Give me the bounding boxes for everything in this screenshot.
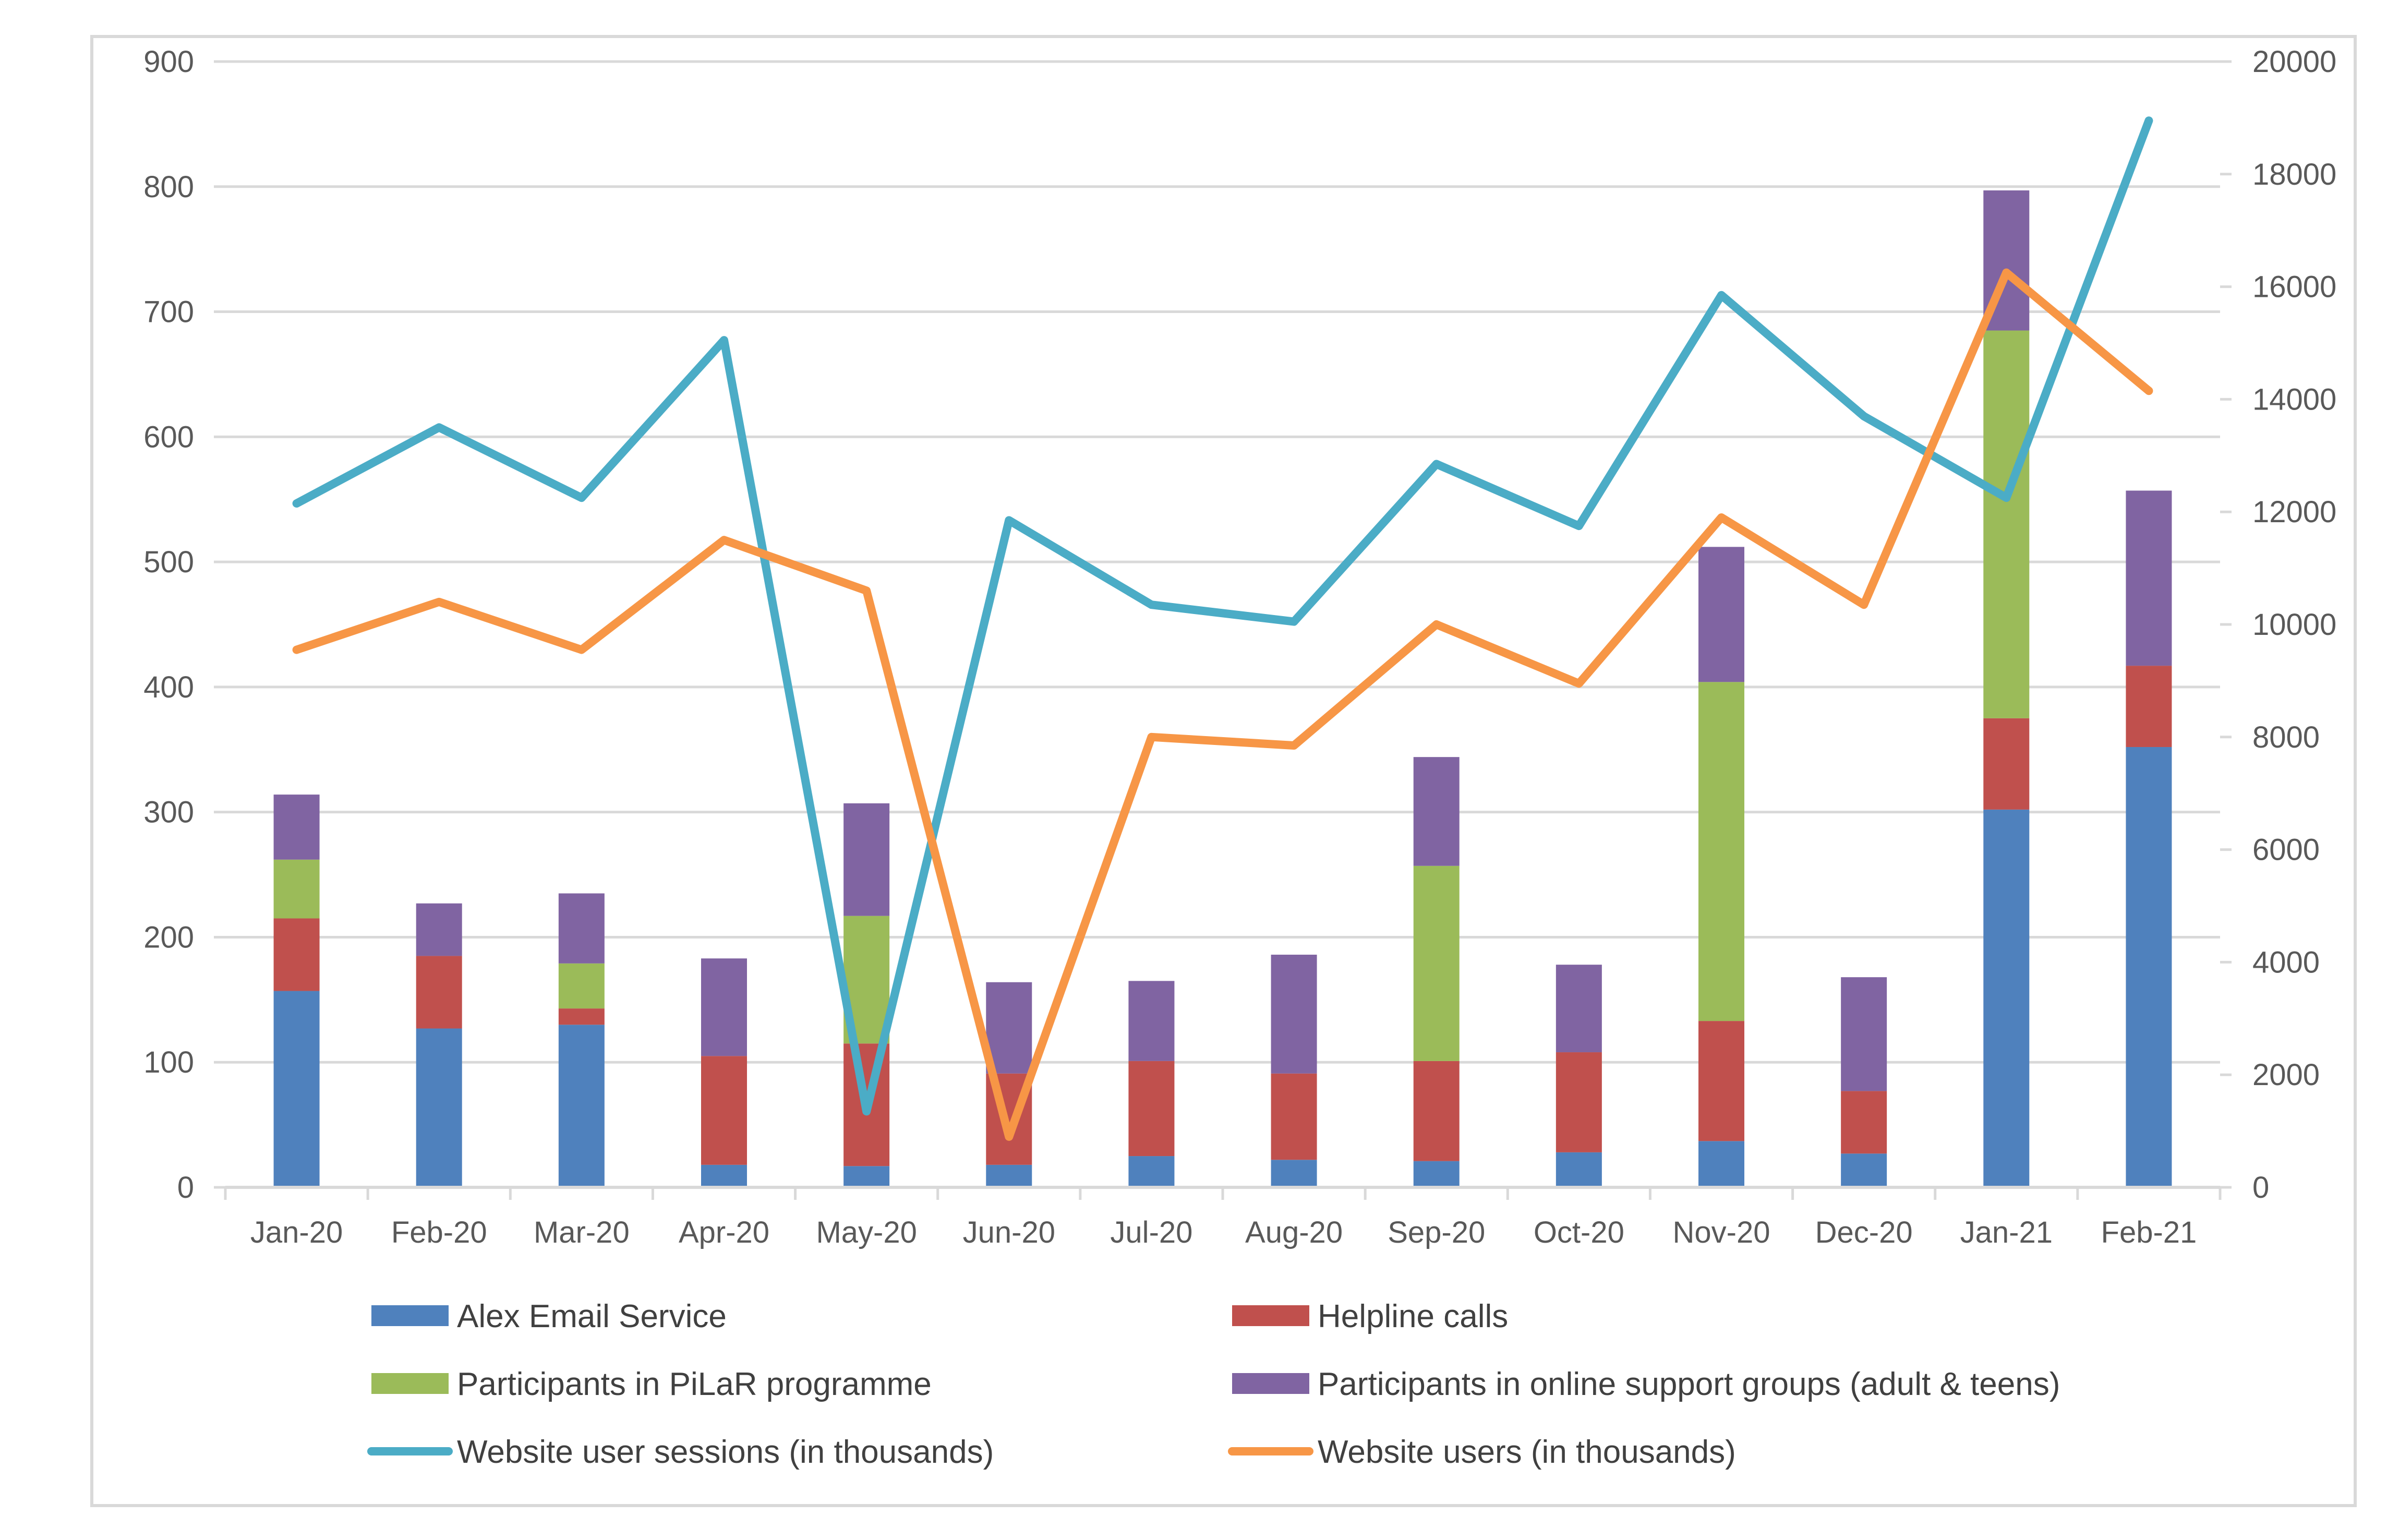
y-right-tick-label: 2000 [2252,1058,2320,1092]
bar-participants-in-online-support-groups-adult-teens [273,795,320,860]
axes: 0 100 200 300 400 500 600 700 800 900 0 2000 4000 600… [143,45,2336,1249]
y-right-tick-label: 16000 [2252,270,2336,304]
bar-participants-in-online-support-groups-adult-teens [416,903,462,956]
bar-participants-in-online-support-groups-adult-teens [986,982,1032,1074]
bar-alex-email-service [986,1164,1032,1187]
bar-alex-email-service [1271,1160,1317,1187]
x-tick-label: Oct-20 [1534,1216,1624,1249]
legend-swatch-helpline-calls [1232,1305,1309,1326]
bar-alex-email-service [1983,809,2030,1187]
y-right-tick-label: 20000 [2252,45,2336,79]
bar-alex-email-service [1128,1156,1175,1187]
bar-participants-in-pilar-programme [1698,682,1744,1021]
y-left-tick-label: 200 [143,920,194,954]
bar-alex-email-service [2126,747,2172,1187]
bar-participants-in-online-support-groups-adult-teens [1556,965,1602,1053]
bar-alex-email-service [1698,1141,1744,1187]
x-tick-label: Jan-20 [250,1216,343,1249]
y-left-tick-label: 0 [177,1171,194,1205]
y-left-tick-label: 600 [143,420,194,454]
x-tick-label: Dec-20 [1815,1216,1913,1249]
legend-label: Website users (in thousands) [1318,1434,1736,1470]
bar-alex-email-service [416,1028,462,1187]
bar-helpline-calls [701,1056,747,1165]
y-right-tick-label: 6000 [2252,833,2320,867]
y-right-tick-label: 0 [2252,1171,2269,1205]
x-tick-label: Feb-21 [2101,1216,2197,1249]
y-left-tick-label: 300 [143,796,194,829]
legend-label: Website user sessions (in thousands) [457,1434,994,1470]
bar-helpline-calls [416,956,462,1029]
bar-participants-in-pilar-programme [1413,865,1460,1061]
legend-swatch-participants-in-pilar-programme [371,1373,449,1394]
legend-label: Participants in PiLaR programme [457,1366,932,1402]
bar-participants-in-online-support-groups-adult-teens [701,958,747,1056]
x-tick-label: Aug-20 [1245,1216,1343,1249]
x-tick-label: Apr-20 [679,1216,769,1249]
legend-swatch-participants-in-online-support-groups-adult-teens [1232,1373,1309,1394]
bar-participants-in-pilar-programme [558,963,605,1009]
y-left-tick-label: 100 [143,1045,194,1079]
bar-participants-in-pilar-programme [1983,330,2030,718]
bar-helpline-calls [1698,1021,1744,1141]
legend: Alex Email Service Helpline calls Particip… [367,1298,2060,1470]
legend-swatch-alex-email-service [371,1305,449,1326]
bar-helpline-calls [1413,1061,1460,1161]
bar-participants-in-online-support-groups-adult-teens [558,893,605,964]
legend-label: Helpline calls [1318,1298,1508,1334]
x-tick-label: May-20 [816,1216,917,1249]
y-right-tick-label: 18000 [2252,158,2336,191]
y-right-tick-label: 4000 [2252,945,2320,979]
bar-helpline-calls [2126,666,2172,747]
x-tick-label: Jul-20 [1110,1216,1192,1249]
bar-alex-email-service [558,1025,605,1187]
bar-alex-email-service [273,991,320,1187]
x-tick-label: Nov-20 [1673,1216,1770,1249]
y-left-tick-label: 500 [143,545,194,579]
bar-helpline-calls [1983,718,2030,810]
bar-helpline-calls [558,1008,605,1025]
bar-participants-in-online-support-groups-adult-teens [1841,977,1887,1091]
bar-alex-email-service [701,1164,747,1187]
y-left-tick-label: 800 [143,170,194,204]
y-left-tick-label: 400 [143,670,194,704]
bar-alex-email-service [1556,1152,1602,1187]
y-left-tick-label: 900 [143,45,194,79]
bar-helpline-calls [1841,1091,1887,1154]
line-website-users-in-thousands [292,268,2153,1141]
y-left-tick-label: 700 [143,295,194,329]
bar-alex-email-service [843,1166,890,1187]
bar-participants-in-online-support-groups-adult-teens [1128,981,1175,1061]
bar-participants-in-online-support-groups-adult-teens [843,803,890,916]
line-website-user-sessions-in-thousands [292,116,2153,1116]
y-right-tick-label: 10000 [2252,608,2336,642]
bar-participants-in-online-support-groups-adult-teens [1271,955,1317,1074]
bar-participants-in-online-support-groups-adult-teens [2126,490,2172,666]
x-tick-label: Jun-20 [963,1216,1055,1249]
lines [292,116,2153,1141]
legend-label: Alex Email Service [457,1298,727,1334]
x-tick-label: Mar-20 [534,1216,630,1249]
y-right-tick-label: 14000 [2252,382,2336,416]
x-tick-label: Sep-20 [1388,1216,1485,1249]
bar-participants-in-online-support-groups-adult-teens [1413,757,1460,866]
bar-alex-email-service [1841,1153,1887,1187]
bar-participants-in-pilar-programme [273,859,320,919]
bars [273,190,2172,1187]
bar-helpline-calls [1556,1052,1602,1152]
y-right-tick-label: 8000 [2252,720,2320,754]
legend-label: Participants in online support groups (a… [1318,1366,2060,1402]
bar-helpline-calls [273,918,320,991]
x-tick-label: Jan-21 [1960,1216,2053,1249]
gridlines [225,60,2220,1064]
bar-alex-email-service [1413,1161,1460,1187]
chart-area-border [90,35,2357,1507]
bar-participants-in-online-support-groups-adult-teens [1698,547,1744,682]
y-right-tick-label: 12000 [2252,495,2336,529]
bar-helpline-calls [1128,1061,1175,1157]
bar-helpline-calls [1271,1073,1317,1160]
x-tick-label: Feb-20 [391,1216,487,1249]
